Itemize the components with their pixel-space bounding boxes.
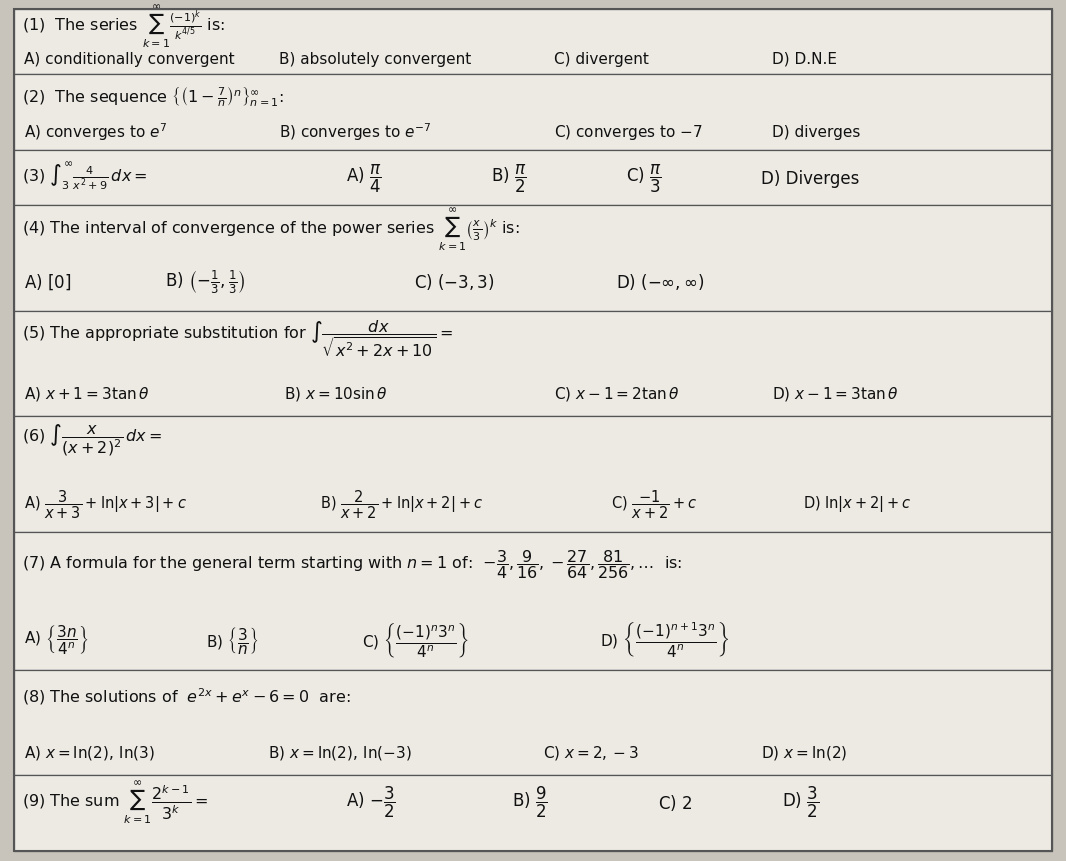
Text: D) $x-1=3\tan\theta$: D) $x-1=3\tan\theta$ — [772, 385, 899, 403]
Text: (7) A formula for the general term starting with $n=1$ of:  $-\dfrac{3}{4},\dfra: (7) A formula for the general term start… — [22, 548, 682, 580]
Bar — [14, 10, 1052, 75]
Text: B) $x=\ln(2),\, \ln(-3)$: B) $x=\ln(2),\, \ln(-3)$ — [269, 743, 413, 761]
Text: (4) The interval of convergence of the power series $\sum_{k=1}^{\infty}\left(\f: (4) The interval of convergence of the p… — [22, 206, 519, 252]
Text: A) $\left\{\dfrac{3n}{4^n}\right\}$: A) $\left\{\dfrac{3n}{4^n}\right\}$ — [25, 623, 90, 656]
Text: D) D.N.E: D) D.N.E — [772, 52, 837, 66]
Text: A) $x+1=3\tan\theta$: A) $x+1=3\tan\theta$ — [25, 385, 150, 403]
Text: (2)  The sequence $\left\{\left(1-\frac{7}{n}\right)^n\right\}_{n=1}^{\infty}$:: (2) The sequence $\left\{\left(1-\frac{7… — [22, 84, 284, 108]
Text: C) converges to $-7$: C) converges to $-7$ — [553, 123, 702, 142]
Bar — [14, 775, 1052, 851]
Text: B) absolutely convergent: B) absolutely convergent — [278, 52, 471, 66]
Text: (3) $\int_3^{\infty}\frac{4}{x^2+9}\,dx =$: (3) $\int_3^{\infty}\frac{4}{x^2+9}\,dx … — [22, 160, 147, 192]
Text: D) $\ln|x+2|+c$: D) $\ln|x+2|+c$ — [803, 493, 911, 514]
Text: (5) The appropriate substitution for $\int\dfrac{dx}{\sqrt{x^2+2x+10}} =$: (5) The appropriate substitution for $\i… — [22, 318, 453, 358]
Text: A) $\dfrac{3}{x+3}+\ln|x+3|+c$: A) $\dfrac{3}{x+3}+\ln|x+3|+c$ — [25, 487, 188, 520]
Bar — [14, 152, 1052, 206]
Text: (9) The sum $\sum_{k=1}^{\infty}\dfrac{2^{k-1}}{3^k} =$: (9) The sum $\sum_{k=1}^{\infty}\dfrac{2… — [22, 778, 208, 825]
Text: C) $\dfrac{-1}{x+2}+c$: C) $\dfrac{-1}{x+2}+c$ — [611, 487, 697, 520]
Text: A) $-\dfrac{3}{2}$: A) $-\dfrac{3}{2}$ — [346, 784, 395, 820]
Text: C) $2$: C) $2$ — [658, 792, 692, 812]
Text: (1)  The series $\sum_{k=1}^{\infty}\frac{(-1)^k}{k^{4/5}}$ is:: (1) The series $\sum_{k=1}^{\infty}\frac… — [22, 3, 225, 49]
Text: B) $\dfrac{\pi}{2}$: B) $\dfrac{\pi}{2}$ — [491, 163, 528, 195]
Text: C) $\dfrac{\pi}{3}$: C) $\dfrac{\pi}{3}$ — [627, 163, 662, 195]
Text: B) $\dfrac{9}{2}$: B) $\dfrac{9}{2}$ — [513, 784, 548, 820]
Text: A) $\dfrac{\pi}{4}$: A) $\dfrac{\pi}{4}$ — [346, 163, 382, 195]
Text: D) diverges: D) diverges — [772, 125, 860, 139]
Text: A) converges to $e^7$: A) converges to $e^7$ — [25, 121, 167, 143]
Bar — [14, 533, 1052, 670]
Text: B) $\dfrac{2}{x+2}+\ln|x+2|+c$: B) $\dfrac{2}{x+2}+\ln|x+2|+c$ — [320, 487, 483, 520]
Bar — [14, 312, 1052, 417]
Text: B) $\left\{\dfrac{3}{n}\right\}$: B) $\left\{\dfrac{3}{n}\right\}$ — [206, 624, 259, 655]
Text: A) $[0]$: A) $[0]$ — [25, 272, 71, 292]
Text: B) converges to $e^{-7}$: B) converges to $e^{-7}$ — [278, 121, 431, 143]
Bar — [14, 670, 1052, 775]
Text: C) $(-3,3)$: C) $(-3,3)$ — [414, 272, 495, 292]
Text: A) $x=\ln(2),\, \ln(3)$: A) $x=\ln(2),\, \ln(3)$ — [25, 743, 156, 761]
Text: (6) $\int\dfrac{x}{(x+2)^2}\,dx =$: (6) $\int\dfrac{x}{(x+2)^2}\,dx =$ — [22, 422, 162, 458]
Text: A) conditionally convergent: A) conditionally convergent — [25, 52, 235, 66]
Text: C) $\left\{\dfrac{(-1)^n 3^n}{4^n}\right\}$: C) $\left\{\dfrac{(-1)^n 3^n}{4^n}\right… — [361, 620, 469, 659]
Text: B) $\left(-\frac{1}{3},\frac{1}{3}\right)$: B) $\left(-\frac{1}{3},\frac{1}{3}\right… — [164, 269, 245, 295]
Text: C) $x-1=2\tan\theta$: C) $x-1=2\tan\theta$ — [553, 385, 680, 403]
Bar — [14, 206, 1052, 312]
Text: B) $x=10\sin\theta$: B) $x=10\sin\theta$ — [284, 385, 388, 403]
Text: (8) The solutions of  $e^{2x}+e^x-6=0$  are:: (8) The solutions of $e^{2x}+e^x-6=0$ ar… — [22, 685, 351, 706]
Text: D) $\left\{\dfrac{(-1)^{n+1} 3^n}{4^n}\right\}$: D) $\left\{\dfrac{(-1)^{n+1} 3^n}{4^n}\r… — [600, 620, 730, 660]
Bar — [14, 75, 1052, 152]
Bar — [14, 417, 1052, 533]
Text: C) divergent: C) divergent — [553, 52, 648, 66]
Text: D) Diverges: D) Diverges — [761, 170, 860, 188]
Text: C) $x=2,-3$: C) $x=2,-3$ — [544, 743, 640, 761]
Text: D) $\dfrac{3}{2}$: D) $\dfrac{3}{2}$ — [782, 784, 820, 820]
Text: D) $x=\ln(2)$: D) $x=\ln(2)$ — [761, 743, 847, 761]
Text: D) $(-\infty,\infty)$: D) $(-\infty,\infty)$ — [616, 272, 705, 292]
